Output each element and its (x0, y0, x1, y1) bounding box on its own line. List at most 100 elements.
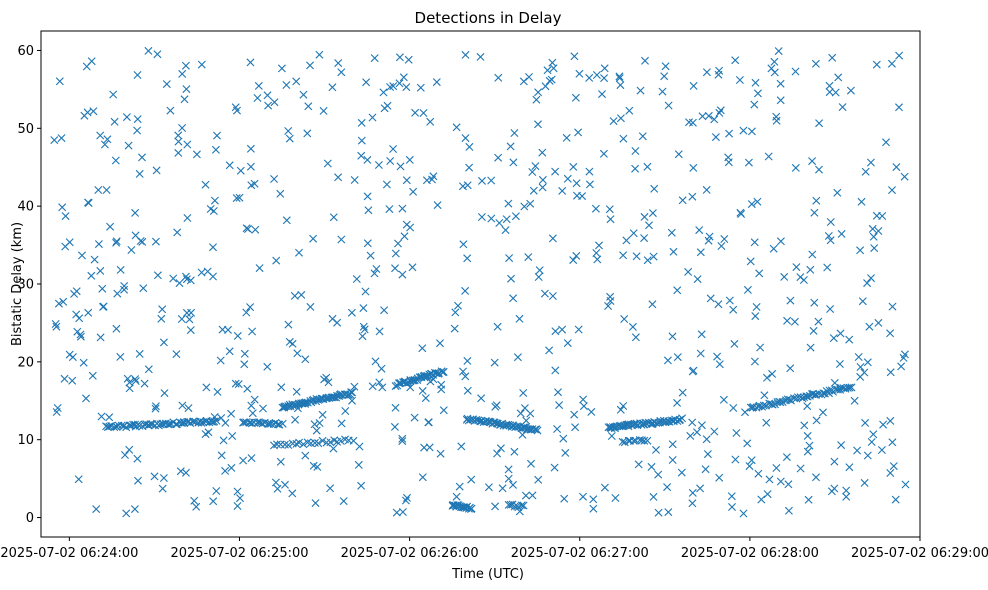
data-point (745, 462, 754, 471)
data-point (157, 314, 166, 323)
data-point (160, 389, 169, 398)
data-point (270, 441, 278, 450)
data-point (50, 136, 59, 145)
data-point (874, 318, 883, 327)
data-point (357, 118, 366, 127)
data-point (759, 401, 768, 410)
data-point (869, 430, 878, 439)
data-point (122, 113, 131, 122)
data-point (83, 108, 92, 117)
data-point (359, 304, 368, 313)
data-point (757, 495, 766, 504)
data-point (251, 225, 260, 234)
data-point (112, 324, 121, 333)
data-point (628, 322, 637, 331)
data-point (515, 314, 524, 323)
data-point (558, 325, 567, 334)
data-point (897, 362, 906, 371)
data-point (197, 268, 206, 277)
data-point (120, 282, 129, 290)
data-point (398, 437, 407, 446)
data-point (660, 72, 669, 81)
data-point (743, 439, 752, 448)
data-point (585, 180, 594, 189)
data-point (318, 436, 327, 445)
data-point (673, 353, 682, 362)
data-point (689, 366, 698, 375)
y-axis-label: Bistatic Delay (km) (10, 222, 25, 346)
data-point (857, 197, 866, 206)
data-point (158, 305, 167, 314)
data-point (592, 71, 601, 79)
data-point (379, 88, 388, 97)
data-point (151, 402, 160, 411)
data-point (96, 266, 105, 275)
data-point (619, 251, 628, 260)
data-point (688, 499, 697, 508)
data-point (815, 119, 824, 128)
data-point (727, 492, 736, 501)
data-point (248, 409, 257, 418)
data-point (715, 360, 724, 369)
data-point (405, 155, 414, 164)
data-point (357, 136, 366, 145)
data-point (277, 383, 286, 392)
data-point (504, 474, 513, 483)
data-point (506, 142, 515, 151)
data-point (177, 315, 186, 323)
data-point (103, 135, 112, 144)
data-point (125, 445, 134, 454)
data-point (100, 140, 109, 149)
data-point (182, 468, 190, 477)
data-point (276, 189, 285, 198)
data-point (701, 465, 710, 474)
data-point (315, 419, 324, 427)
data-point (68, 376, 77, 385)
data-point (88, 371, 97, 380)
data-point (668, 440, 677, 449)
data-point (826, 236, 835, 245)
data-point (221, 418, 230, 427)
data-point (720, 235, 729, 243)
data-point (259, 404, 267, 413)
data-point (135, 421, 144, 430)
data-point (522, 416, 531, 425)
data-point (364, 206, 373, 215)
data-point (495, 219, 504, 227)
data-point (391, 403, 400, 412)
data-point (750, 100, 759, 109)
data-point (617, 422, 626, 431)
data-point (300, 398, 309, 407)
data-point (493, 449, 502, 458)
data-point (812, 473, 820, 482)
data-point (493, 322, 502, 331)
data-point (578, 192, 587, 201)
data-point (246, 418, 255, 427)
data-point (704, 236, 713, 245)
data-point (545, 76, 554, 85)
data-point (422, 176, 431, 185)
data-point (593, 255, 602, 264)
data-point (835, 360, 844, 368)
data-point (619, 402, 628, 410)
data-point (263, 362, 272, 371)
data-point (87, 271, 96, 280)
data-point (695, 226, 704, 235)
data-point (79, 358, 88, 367)
data-point (806, 343, 815, 352)
data-point (116, 265, 125, 274)
data-point (389, 82, 398, 91)
data-point (664, 508, 673, 517)
data-point (688, 488, 697, 497)
data-point (509, 158, 518, 167)
data-point (310, 438, 319, 447)
data-point (747, 456, 756, 465)
data-point (804, 495, 813, 504)
data-point (122, 509, 131, 518)
data-point (391, 249, 400, 258)
data-point (619, 134, 628, 143)
data-point (60, 374, 69, 383)
data-point (181, 272, 190, 281)
data-point (673, 417, 682, 425)
data-point (348, 396, 356, 405)
